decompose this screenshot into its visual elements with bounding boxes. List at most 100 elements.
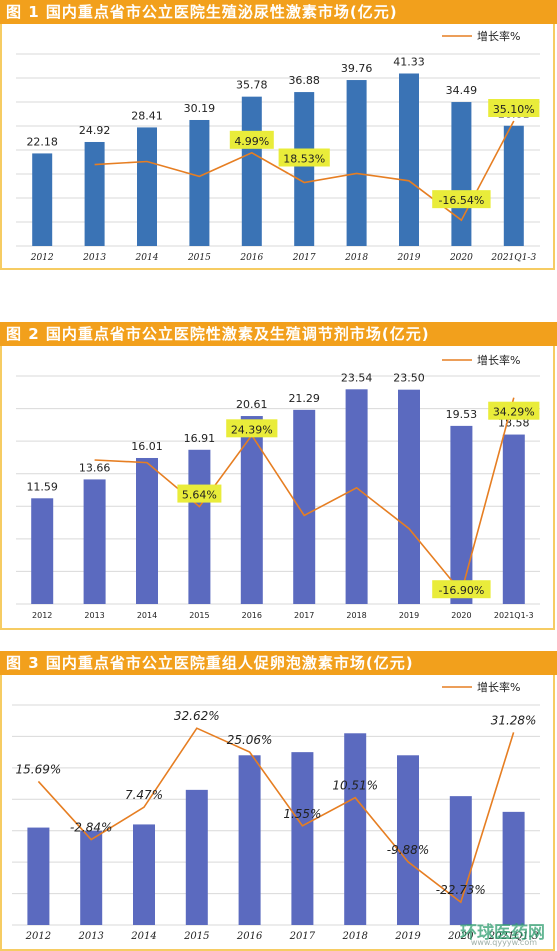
chart-panel-1: 图 1 国内重点省市公立医院生殖泌尿性激素市场(亿元) 22.18 2012 24.… xyxy=(0,0,557,270)
bar-value-label: 39.76 xyxy=(341,62,373,75)
bar xyxy=(399,73,419,246)
chart-title: 图 3 国内重点省市公立医院重组人促卵泡激素市场(亿元) xyxy=(0,651,557,675)
bar xyxy=(291,752,314,925)
growth-rate-label: -16.54% xyxy=(438,194,484,207)
growth-rate-label: -22.73% xyxy=(436,883,486,897)
bar-value-label: 41.33 xyxy=(393,55,425,68)
growth-rate-label: -2.84% xyxy=(70,821,112,835)
x-tick-label: 2015 xyxy=(187,253,211,263)
x-tick-label: 2016 xyxy=(242,611,262,620)
chart-2-svg: 11.59 2012 13.66 2013 16.01 2014 16.91 2015 20.6… xyxy=(16,353,540,620)
x-tick-label: 2017 xyxy=(294,611,314,620)
bar-value-label: 16.91 xyxy=(184,432,216,445)
bar xyxy=(293,409,316,604)
growth-rate-label: 24.39% xyxy=(231,423,273,436)
growth-rate-label: 32.62% xyxy=(174,709,220,723)
x-tick-label: 2015 xyxy=(189,611,209,620)
bar xyxy=(32,153,53,246)
growth-label-box xyxy=(177,484,222,503)
growth-rate-label: 4.99% xyxy=(234,135,269,148)
growth-label-box xyxy=(488,401,540,420)
growth-rate-label: 31.28% xyxy=(491,713,537,727)
growth-rate-label: 18.53% xyxy=(283,153,325,166)
growth-label-box xyxy=(432,580,491,599)
x-tick-label: 2018 xyxy=(341,931,367,942)
chart-1-svg: 22.18 2012 24.92 2013 28.41 2014 30.19 2015 35.7… xyxy=(16,29,540,263)
bar xyxy=(502,811,525,925)
bar-value-label: 21.29 xyxy=(288,392,320,405)
watermark-logo: 环球医药网 xyxy=(460,923,545,943)
x-tick-label: 2019 xyxy=(394,931,421,942)
x-tick-label: 2014 xyxy=(135,253,159,263)
x-tick-label: 2013 xyxy=(77,931,103,942)
x-tick-label: 2017 xyxy=(292,253,316,263)
x-tick-label: 2021Q1-3 xyxy=(490,253,536,263)
legend-label: 增长率% xyxy=(477,353,520,367)
growth-label-box xyxy=(432,190,491,209)
chart-frame: 11.59 2012 13.66 2013 16.01 2014 16.91 2015 20.6… xyxy=(0,346,555,630)
chart-3-svg: 2012 2013 2014 2015 2016 2017 2018 2019 2020 2021… xyxy=(12,680,540,942)
bar xyxy=(189,119,210,246)
x-tick-label: 2013 xyxy=(82,253,106,263)
x-tick-label: 2012 xyxy=(32,611,52,620)
bar xyxy=(84,141,105,246)
growth-rate-label: 25.06% xyxy=(227,733,273,747)
chart-frame: 2012 2013 2014 2015 2016 2017 2018 2019 2020 2021… xyxy=(0,675,555,951)
legend-label: 增长率% xyxy=(477,29,520,43)
growth-rate-label: 1.55% xyxy=(283,807,321,821)
bar xyxy=(398,389,420,604)
bar xyxy=(80,830,103,925)
bar xyxy=(451,102,472,246)
growth-rate-line xyxy=(94,397,515,594)
growth-rate-label: -16.90% xyxy=(438,584,484,597)
bar-value-label: 16.01 xyxy=(131,440,163,453)
bar-value-label: 13.66 xyxy=(79,461,111,474)
x-tick-label: 2016 xyxy=(236,931,263,942)
x-tick-label: 2020 xyxy=(449,253,473,263)
bar xyxy=(344,733,367,925)
bar xyxy=(241,96,262,246)
x-tick-label: 2019 xyxy=(397,253,421,263)
bar xyxy=(503,125,524,246)
bar-value-label: 11.59 xyxy=(26,480,58,493)
bar-value-label: 23.54 xyxy=(341,371,373,384)
bar xyxy=(449,796,472,925)
growth-rate-label: -9.88% xyxy=(387,843,429,857)
x-tick-label: 2020 xyxy=(451,611,471,620)
bar xyxy=(346,80,367,246)
chart-panel-3: 图 3 国内重点省市公立医院重组人促卵泡激素市场(亿元) 2012 2013 201… xyxy=(0,651,557,951)
chart-frame: 22.18 2012 24.92 2013 28.41 2014 30.19 2015 35.7… xyxy=(0,24,555,270)
bar-value-label: 28.41 xyxy=(131,109,163,122)
x-tick-label: 2020 xyxy=(447,931,474,942)
bar-value-label: 35.78 xyxy=(236,79,268,92)
growth-rate-label: 15.69% xyxy=(16,762,62,776)
x-tick-label: 2016 xyxy=(239,253,263,263)
x-tick-label: 2014 xyxy=(137,611,157,620)
x-tick-label: 2018 xyxy=(344,253,368,263)
bar-value-label: 34.49 xyxy=(446,84,478,97)
x-tick-label: 2021Q1-3 xyxy=(488,931,539,942)
x-tick-label: 2012 xyxy=(30,253,54,263)
growth-rate-line xyxy=(37,727,515,904)
bar xyxy=(137,127,157,246)
bar xyxy=(31,498,54,604)
x-tick-label: 2018 xyxy=(346,611,366,620)
bar xyxy=(450,425,473,604)
growth-label-box xyxy=(488,99,540,118)
growth-rate-label: 5.64% xyxy=(182,489,217,502)
growth-label-box xyxy=(229,130,274,149)
x-tick-label: 2017 xyxy=(289,931,316,942)
chart-panel-2: 图 2 国内重点省市公立医院性激素及生殖调节剂市场(亿元) 11.59 2012 1… xyxy=(0,322,557,630)
bar xyxy=(27,827,50,925)
bar xyxy=(238,755,261,925)
legend-label: 增长率% xyxy=(477,680,520,694)
growth-rate-label: 7.47% xyxy=(125,788,163,802)
chart-title: 图 1 国内重点省市公立医院生殖泌尿性激素市场(亿元) xyxy=(0,0,557,24)
bar-value-label: 36.88 xyxy=(288,74,320,87)
bar-value-label: 30.19 xyxy=(184,102,216,115)
x-tick-label: 2013 xyxy=(84,611,104,620)
bar xyxy=(136,457,158,604)
bar xyxy=(345,389,368,604)
growth-rate-label: 34.29% xyxy=(493,406,535,419)
growth-rate-label: 10.51% xyxy=(332,779,378,793)
